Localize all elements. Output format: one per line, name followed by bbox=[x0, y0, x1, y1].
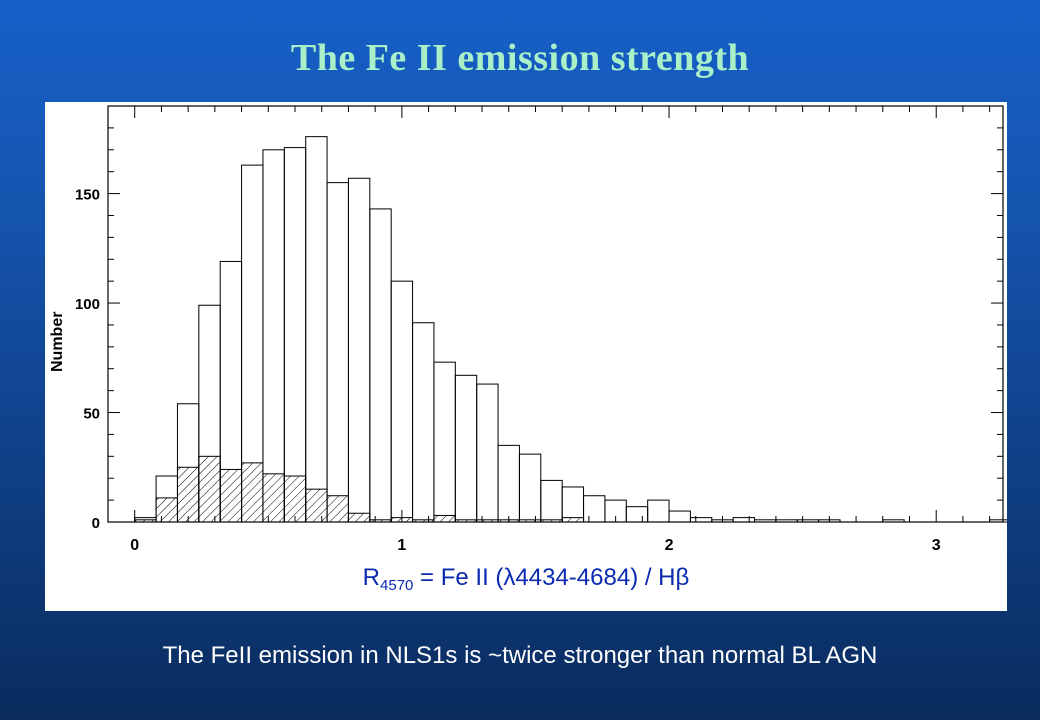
histogram-bar bbox=[518, 453, 542, 523]
y-tick-label: 0 bbox=[92, 515, 100, 532]
histogram-bar bbox=[433, 361, 456, 523]
histogram-bar bbox=[583, 495, 606, 523]
x-tick-label: 2 bbox=[665, 537, 674, 554]
x-axis-label: R4570 = Fe II (λ4434-4684) / Hβ bbox=[45, 564, 1007, 594]
y-tick-label: 100 bbox=[75, 296, 100, 313]
histogram-bar bbox=[668, 510, 691, 523]
x-tick-label: 1 bbox=[397, 537, 406, 554]
y-tick-label: 150 bbox=[75, 187, 100, 204]
y-tick-label: 50 bbox=[83, 406, 100, 423]
hatched-bar bbox=[219, 468, 243, 523]
histogram-bar bbox=[412, 322, 435, 523]
x-axis-label-subscript: 4570 bbox=[380, 577, 414, 594]
hatched-bar bbox=[347, 512, 371, 523]
histogram-bar bbox=[732, 517, 756, 523]
bars-all-series bbox=[134, 136, 1007, 523]
bars-nls1-series bbox=[134, 455, 585, 523]
tick-labels: 0 50 100 150 0 1 2 3 bbox=[75, 187, 941, 554]
histogram-bar bbox=[689, 517, 713, 523]
hatched-bar bbox=[326, 495, 349, 523]
plot-frame bbox=[107, 105, 1004, 523]
histogram-bar bbox=[283, 147, 307, 523]
histogram-bar bbox=[347, 177, 371, 523]
hatched-bar bbox=[198, 455, 221, 523]
hatched-bar bbox=[561, 517, 585, 523]
histogram-bar bbox=[305, 136, 328, 523]
slide-caption: The FeII emission in NLS1s is ~twice str… bbox=[162, 642, 878, 669]
histogram-bar bbox=[497, 444, 520, 523]
histogram-bar bbox=[561, 486, 585, 523]
hatched-bar bbox=[155, 497, 178, 523]
hatched-bar bbox=[176, 466, 200, 523]
histogram-bar bbox=[625, 506, 649, 523]
axes bbox=[107, 105, 1004, 523]
histogram-bar bbox=[540, 479, 563, 523]
hatched-bar bbox=[241, 462, 264, 523]
histogram-bar bbox=[390, 280, 414, 523]
x-axis-label-prefix: R bbox=[362, 564, 381, 591]
x-axis-label-suffix: = Fe II (λ4434-4684) / Hβ bbox=[413, 564, 690, 591]
slide-title: The Fe II emission strength bbox=[290, 37, 750, 79]
hatched-bar bbox=[433, 514, 456, 523]
histogram-bar bbox=[647, 499, 670, 523]
histogram-bar bbox=[369, 208, 392, 523]
histogram-bar bbox=[454, 374, 478, 523]
hatched-bar bbox=[262, 473, 285, 523]
hatched-bar bbox=[283, 475, 307, 523]
chart-panel: 0 50 100 150 0 1 2 3 Number R4570 = Fe II (λ443… bbox=[45, 102, 1007, 611]
x-tick-label: 0 bbox=[130, 537, 139, 554]
x-tick-label: 3 bbox=[932, 537, 941, 554]
histogram-bar bbox=[476, 383, 499, 523]
histogram-bar bbox=[326, 182, 349, 523]
y-axis-label: Number bbox=[49, 312, 66, 372]
hatched-bar bbox=[305, 488, 328, 523]
ticks bbox=[108, 105, 1003, 523]
histogram-bar bbox=[262, 149, 285, 523]
histogram-chart: 0 50 100 150 0 1 2 3 Number bbox=[49, 105, 1007, 554]
